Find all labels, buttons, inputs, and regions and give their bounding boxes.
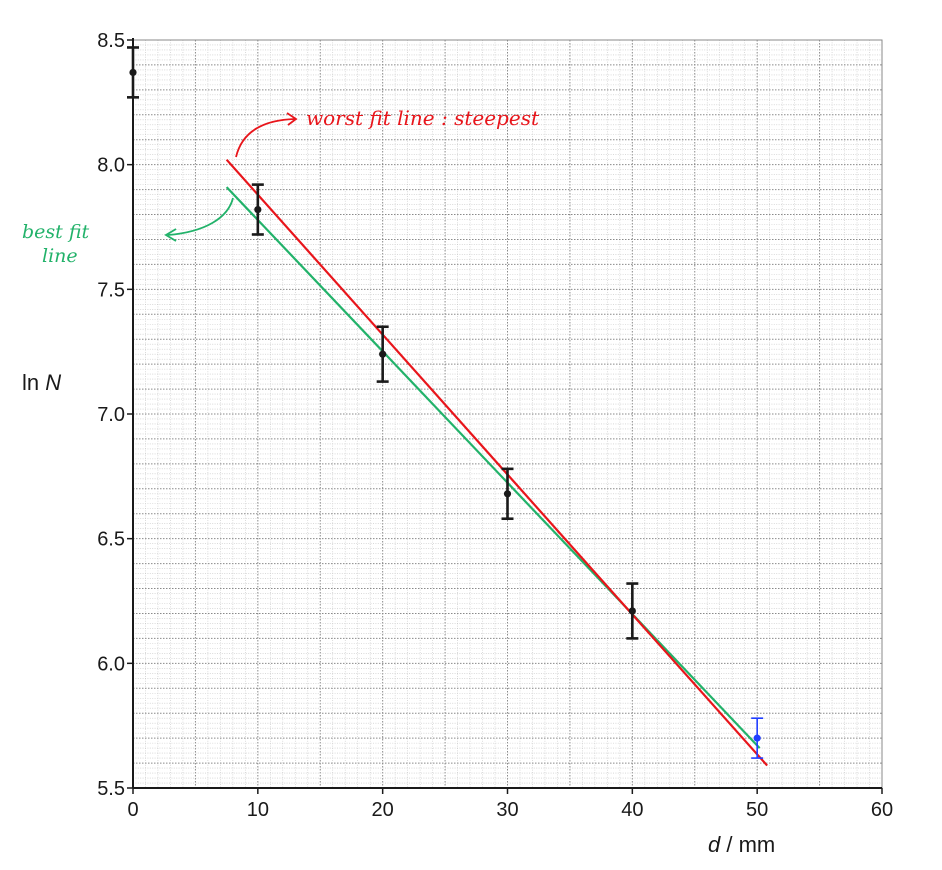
y-axis-label-prefix: ln [22, 370, 45, 395]
data-point [753, 734, 761, 742]
x-tick-label: 40 [621, 799, 643, 821]
x-tick-label: 0 [127, 799, 138, 821]
best-fit-annotation-line1: best fit [22, 221, 90, 243]
x-tick-label: 10 [247, 799, 269, 821]
data-point [503, 490, 512, 498]
worst-fit-annotation-arrowhead [286, 112, 298, 126]
y-tick-label: 7.5 [97, 279, 125, 301]
y-axis-label: ln N [22, 370, 61, 395]
x-axis-label: d / mm [708, 832, 775, 857]
x-tick-label: 30 [496, 799, 518, 821]
best-fit-line [225, 186, 761, 749]
worst-fit-annotation-text: worst fit line : steepest [306, 106, 540, 130]
x-tick-label: 50 [746, 799, 768, 821]
y-tick-label: 7.0 [97, 404, 125, 426]
y-tick-label: 8.5 [97, 30, 125, 52]
data-point-group [376, 325, 389, 383]
y-axis-label-var: N [45, 370, 61, 395]
best-fit-annotation-text: best fit line [22, 221, 95, 267]
data-point [254, 205, 262, 214]
y-tick-label: 5.5 [97, 778, 125, 800]
x-axis-label-var: d [708, 832, 721, 857]
axes [127, 38, 883, 794]
data-point [379, 350, 387, 358]
data-point-group [127, 46, 139, 99]
x-tick-label: 60 [871, 799, 893, 821]
y-tick-labels: 5.5 6.0 6.5 7.0 7.5 8.0 8.5 [97, 30, 125, 800]
y-tick-label: 8.0 [97, 155, 125, 177]
best-fit-annotation-arrow [167, 197, 234, 236]
data-point-group [626, 582, 639, 640]
best-fit-annotation-arrowhead [164, 228, 177, 242]
data-point [129, 68, 137, 77]
x-tick-labels: 0 10 20 30 40 50 60 [127, 799, 893, 821]
fit-lines [225, 158, 768, 767]
y-tick-label: 6.0 [97, 653, 125, 675]
grid [132, 39, 883, 789]
worst-fit-line [225, 158, 768, 767]
x-tick-label: 20 [372, 799, 394, 821]
data-point-group [751, 717, 764, 759]
y-tick-label: 6.5 [97, 529, 125, 551]
best-fit-annotation-line2: line [42, 245, 78, 267]
x-axis-label-sep: / [720, 832, 738, 857]
worst-fit-annotation-arrow [235, 118, 296, 158]
data-point-group [501, 467, 514, 521]
data-point-group [251, 183, 264, 236]
x-axis-label-unit: mm [739, 832, 776, 857]
data-point [628, 607, 636, 615]
data-points [127, 46, 764, 759]
